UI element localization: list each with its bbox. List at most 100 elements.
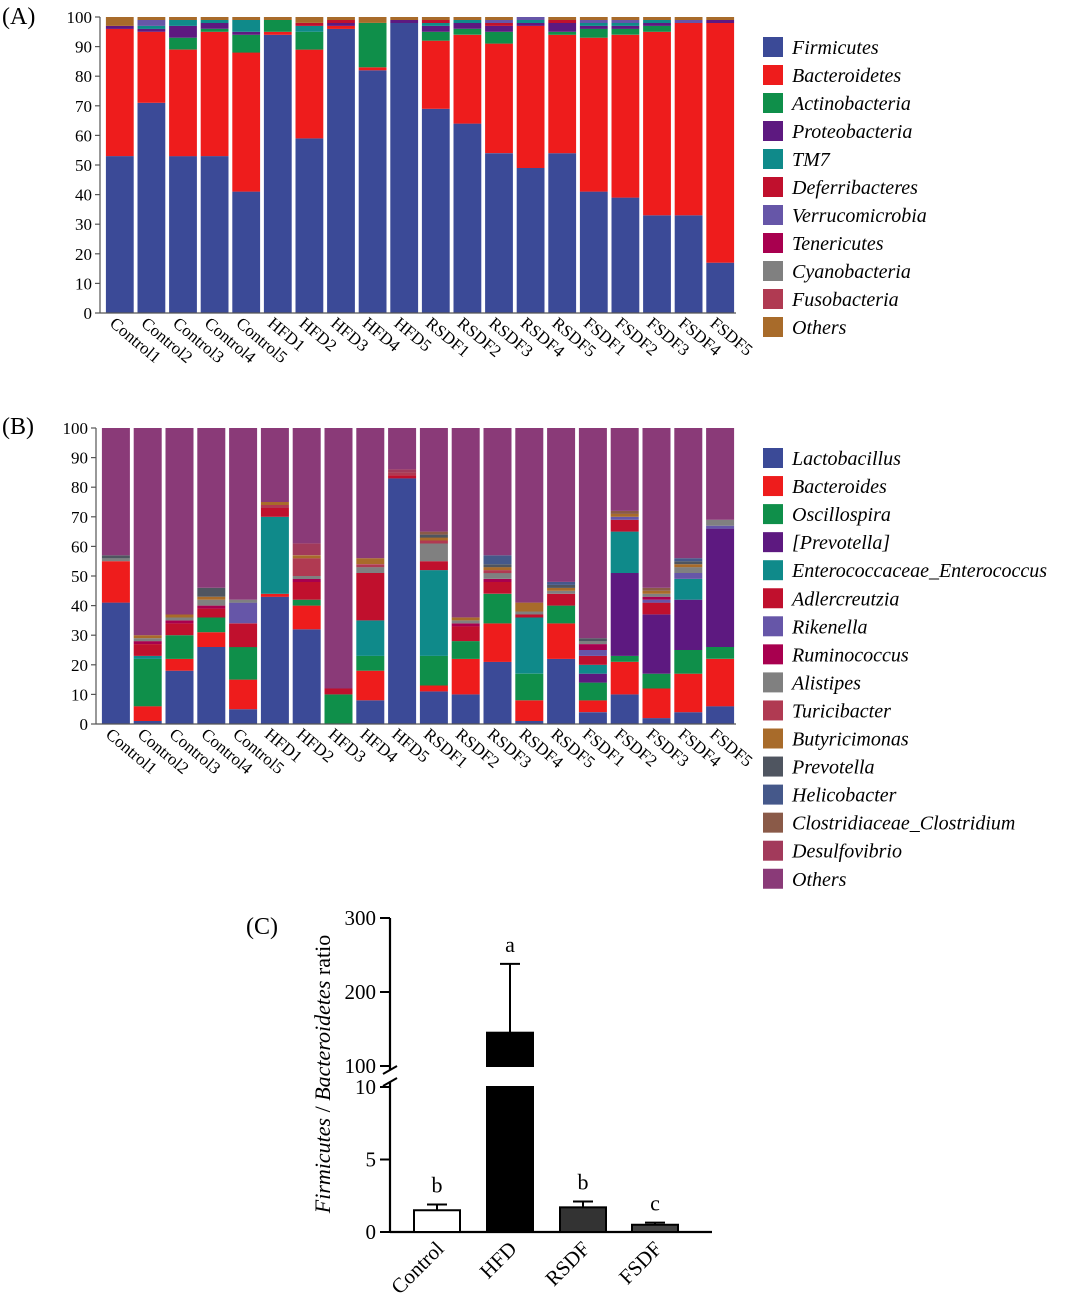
b-bar-HFD2-Turicibacter	[292, 558, 321, 576]
b-bar-FSDF4-Others	[674, 428, 703, 559]
b-y-tick-label: 10	[71, 685, 88, 704]
a-bar-HFD1-Firmicutes	[263, 34, 292, 314]
b-legend-label: Rikenella	[791, 616, 868, 638]
b-bar-FSDF3-Clostridiaceae_Clostridium	[642, 587, 671, 591]
b-bar-FSDF2-Clostridiaceae_Clostridium	[610, 510, 639, 514]
b-bar-RSDF5-Helicobacter	[547, 581, 576, 585]
b-bar-Control4-Prevotella	[197, 587, 226, 597]
panel-c-plot: 100 200 300 0 5 10 b Control a HFD b RSDF c FSDF	[345, 906, 712, 1299]
a-bar-Control4-Proteobacteria	[200, 22, 229, 29]
a-y-tick-label: 100	[67, 8, 93, 27]
a-bar-RSDF3-Others	[485, 17, 513, 20]
b-bar-RSDF3-Butyricimonas	[483, 567, 512, 571]
b-bar-RSDF4-Alistipes	[515, 611, 544, 615]
b-bar-FSDF1-Alistipes	[578, 641, 607, 645]
a-bar-HFD3-Firmicutes	[327, 28, 355, 314]
a-bar-Control5-Others	[232, 17, 261, 20]
b-bar-Control4-Others	[197, 428, 226, 588]
b-bar-FSDF1-Prevotella	[578, 638, 607, 642]
b-bar-Control2-Butyricimonas	[133, 635, 162, 639]
b-bar-Control4-Butyricimonas	[197, 596, 226, 600]
b-bar-FSDF3-Butyricimonas	[642, 590, 671, 594]
a-bar-RSDF3-Proteobacteria	[485, 25, 513, 32]
b-y-tick-label: 50	[71, 567, 88, 586]
a-legend-swatch	[763, 205, 783, 225]
b-legend-label: Alistipes	[790, 672, 861, 694]
a-legend-label: Bacteroidetes	[792, 65, 901, 87]
b-bar-RSDF2-Butyricimonas	[451, 617, 480, 621]
b-bar-Control2-Lactobacillus	[133, 721, 162, 724]
b-bar-HFD4-Others	[356, 428, 385, 559]
a-bar-FSDF2-Verrucomicrobia	[611, 20, 640, 23]
a-legend-swatch	[763, 121, 783, 141]
a-bar-HFD5-Proteobacteria	[390, 20, 419, 23]
b-bar-FSDF1-Adlercreutzia	[578, 655, 607, 665]
b-legend-swatch	[763, 784, 783, 805]
b-bar-RSDF5-Butyricimonas	[547, 587, 576, 591]
b-legend-swatch	[763, 616, 783, 637]
b-bar-HFD1-Enterococcaceae_Enterococcus	[260, 516, 289, 594]
c-x-tick-label: RSDF	[540, 1237, 594, 1291]
b-bar-Control4-Lactobacillus	[197, 647, 226, 724]
a-bar-Control2-Firmicutes	[137, 102, 166, 313]
a-y-tick-label: 30	[75, 215, 92, 234]
b-bar-HFD2-Alistipes	[292, 576, 321, 579]
c-significance-label: a	[505, 932, 515, 957]
b-bar-FSDF2-Oscillospira	[610, 655, 639, 662]
b-bar-Control4-Adlercreutzia	[197, 608, 226, 618]
b-bar-HFD4-Turicibacter	[356, 564, 385, 568]
b-legend-label: Lactobacillus	[791, 448, 901, 470]
b-legend-swatch	[763, 700, 783, 721]
a-legend-swatch	[763, 93, 783, 113]
a-bar-RSDF2-Actinobacteria	[453, 28, 482, 35]
c-x-tick-label: HFD	[475, 1237, 522, 1284]
b-bar-FSDF3-Rikenella	[642, 599, 671, 603]
c-significance-label: b	[578, 1170, 589, 1195]
a-legend-swatch	[763, 37, 783, 57]
b-bar-Control2-Ruminococcus	[133, 641, 162, 645]
b-bar-FSDF5-Lactobacillus	[706, 706, 735, 724]
b-legend-label: Turicibacter	[792, 700, 891, 722]
a-legend-swatch	[763, 177, 783, 197]
b-bar-HFD1-Bacteroides	[260, 593, 289, 597]
ylabel-part-firmicutes: Firmicutes	[310, 1118, 335, 1214]
b-bar-FSDF3-Ruminococcus	[642, 596, 671, 600]
c-y-tick-label: 10	[355, 1075, 376, 1099]
b-bar-HFD1-Butyricimonas	[260, 502, 289, 505]
c-bar-FSDF	[631, 1223, 679, 1233]
b-y-tick-label: 80	[71, 478, 88, 497]
b-bar-FSDF2-Enterococcaceae_Enterococcus	[610, 531, 639, 573]
b-bar-FSDF3-Others	[642, 428, 671, 588]
a-bar-FSDF1-Others	[579, 17, 608, 20]
panel-a-legend: Firmicutes Bacteroidetes Actinobacteria Pro…	[763, 37, 927, 339]
b-legend-label: Desulfovibrio	[791, 841, 902, 863]
b-bar-HFD4-Oscillospira	[356, 655, 385, 671]
a-bar-Control4-Actinobacteria	[200, 28, 229, 32]
b-legend-label: Others	[792, 869, 847, 891]
b-legend-swatch	[763, 504, 783, 525]
b-bar-FSDF1-Oscillospira	[578, 682, 607, 701]
b-legend-swatch	[763, 728, 783, 749]
a-bar-RSDF2-Bacteroidetes	[453, 34, 482, 124]
a-bar-FSDF3-Bacteroidetes	[643, 31, 671, 216]
c-y-tick-label: 0	[366, 1220, 377, 1244]
b-bar-FSDF1-Ruminococcus	[578, 644, 607, 650]
a-bar-FSDF4-Firmicutes	[674, 215, 703, 313]
a-legend-swatch	[763, 233, 783, 253]
b-bar-HFD4-Lactobacillus	[356, 700, 385, 724]
a-bar-FSDF1-Verrucomicrobia	[579, 20, 608, 23]
b-bar-FSDF4-Lactobacillus	[674, 712, 703, 724]
b-bar-HFD2-Ruminococcus	[292, 579, 321, 582]
b-bar-RSDF3-Prevotella	[483, 564, 512, 568]
ylabel-part-separator: /	[310, 1101, 335, 1118]
c-y-tick-label: 5	[366, 1148, 377, 1172]
b-bar-FSDF5-Oscillospira	[706, 647, 735, 659]
a-bar-FSDF5-Bacteroidetes	[706, 22, 735, 263]
b-bar-Control3-Lactobacillus	[165, 670, 194, 724]
a-legend-label: Actinobacteria	[790, 93, 911, 115]
b-bar-FSDF2-Lactobacillus	[610, 694, 639, 724]
a-bar-HFD2-Bacteroidetes	[295, 49, 324, 139]
b-bar-RSDF1-Prevotella	[419, 534, 448, 538]
a-bar-Control3-TM7	[169, 20, 197, 26]
